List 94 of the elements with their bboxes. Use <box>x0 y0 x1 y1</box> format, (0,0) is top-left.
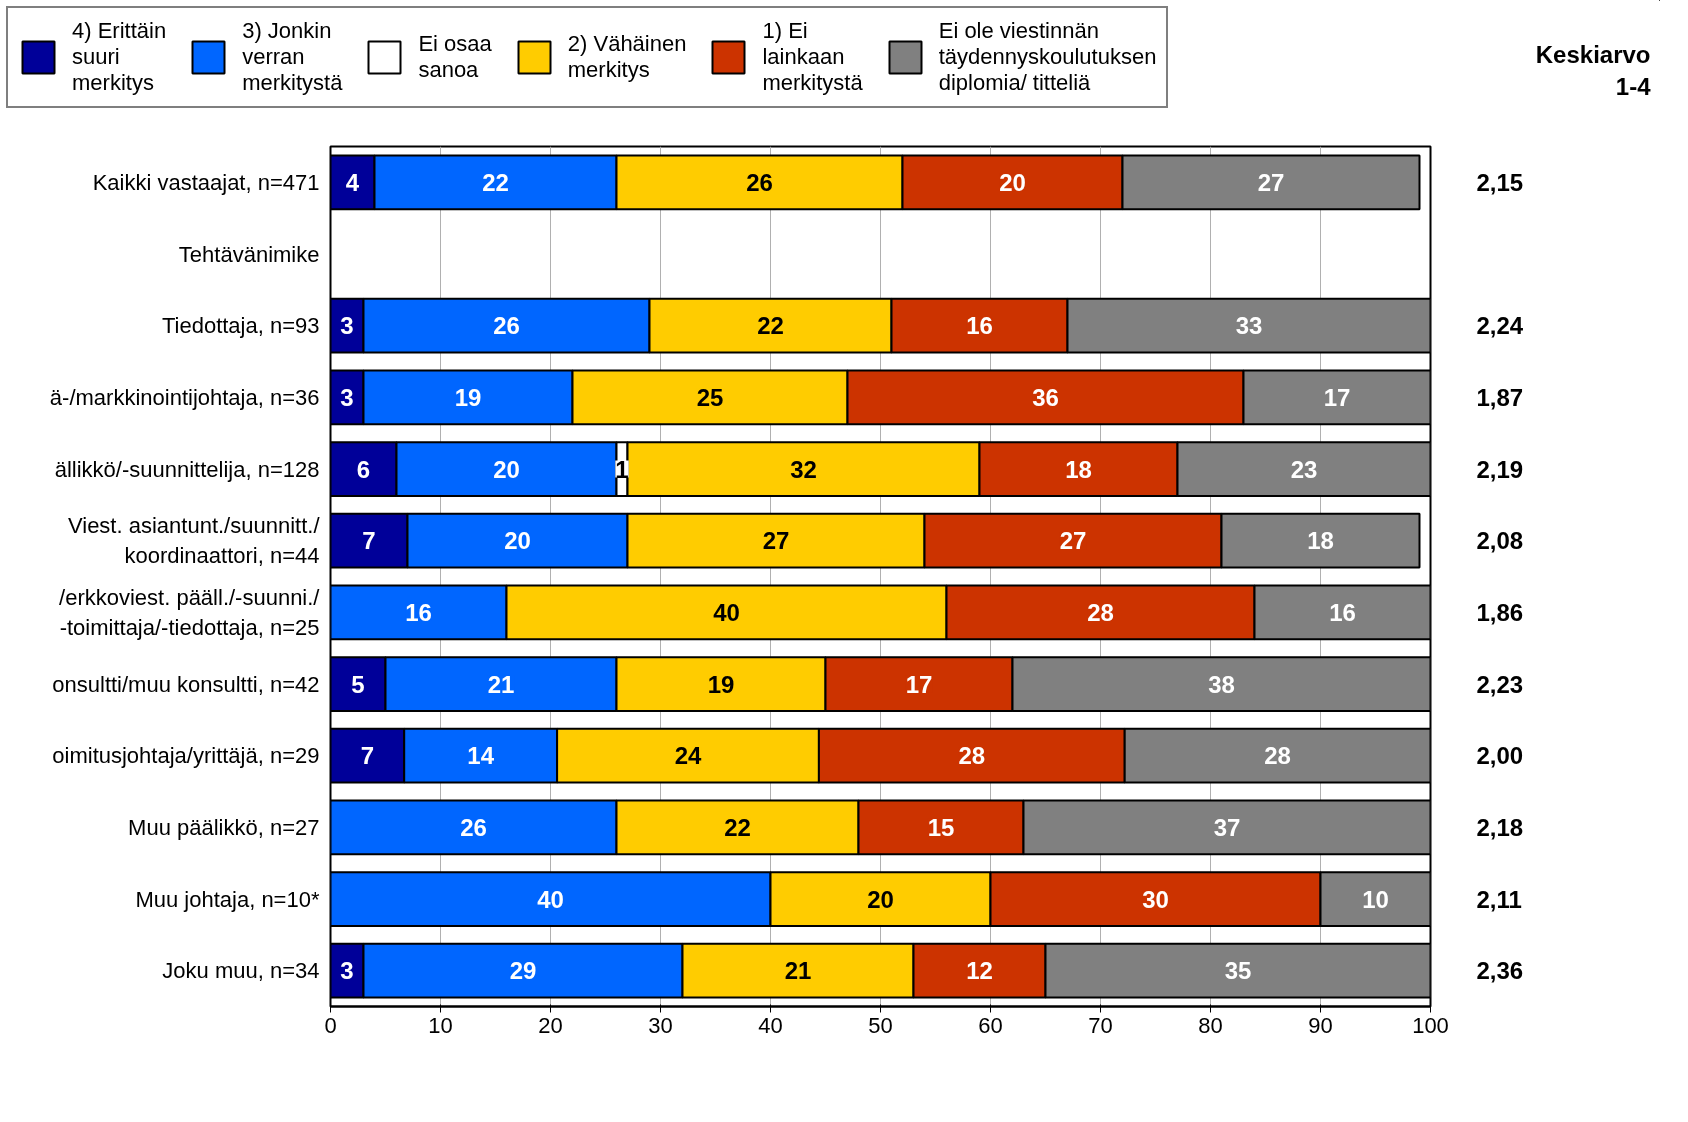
data-label: 4 <box>345 168 360 196</box>
x-tick-label: 30 <box>648 1012 673 1038</box>
data-label: 21 <box>784 957 812 985</box>
data-label: 21 <box>487 670 515 698</box>
data-label: 20 <box>493 455 520 483</box>
data-label: 25 <box>696 383 724 411</box>
data-label: 3 <box>340 957 354 985</box>
text: Keskiarvo 1-4 <box>1535 40 1652 101</box>
data-label: 5 <box>351 670 365 698</box>
y-tick-label: /erkkoviest. pääll./-suunni./ -toimittaja/-tiedottaja, n=25 <box>59 584 321 640</box>
text: 2,11 <box>1476 885 1522 913</box>
data-label: 28 <box>1087 598 1114 626</box>
text: 2,18 <box>1476 813 1524 841</box>
data-label: 22 <box>482 168 509 196</box>
data-label: 20 <box>999 168 1026 196</box>
data-label: 20 <box>867 885 894 913</box>
data-label: 16 <box>405 598 432 626</box>
data-label: 10 <box>1362 885 1389 913</box>
text: 2,23 <box>1476 670 1524 698</box>
data-label: 7 <box>360 742 375 770</box>
data-label: 27 <box>762 527 790 555</box>
y-tick-label: Tiedottaja, n=93 <box>161 313 320 339</box>
data-label: 23 <box>1290 455 1318 483</box>
y-tick-label: Viest. asiantunt./suunnitt./ koordinaattori, n=44 <box>67 513 321 569</box>
x-tick-label: 0 <box>324 1012 337 1038</box>
x-tick-label: 50 <box>868 1012 893 1038</box>
data-label: 17 <box>1323 383 1351 411</box>
text: 2,08 <box>1476 527 1524 555</box>
data-label: 26 <box>746 168 773 196</box>
data-label: 17 <box>905 670 933 698</box>
data-label: 26 <box>460 813 487 841</box>
x-tick-label: 20 <box>538 1012 563 1038</box>
data-label: 26 <box>493 312 520 340</box>
x-tick-label: 40 <box>758 1012 783 1038</box>
x-tick-label: 60 <box>978 1012 1003 1038</box>
y-tick-label: Muu päälikkö, n=27 <box>128 814 320 840</box>
data-label: 24 <box>674 742 702 770</box>
legend-label: 3) Jonkin verran merkitystä <box>242 18 343 96</box>
legend-label: 1) Ei lainkaan merkitystä <box>762 18 863 96</box>
data-label: 40 <box>713 598 740 626</box>
data-label: 27 <box>1257 168 1285 196</box>
y-tick-label: Muu johtaja, n=10* <box>135 886 320 912</box>
data-label: 37 <box>1213 813 1241 841</box>
data-label: 27 <box>1059 527 1087 555</box>
data-label: 40 <box>537 885 564 913</box>
data-label: 19 <box>454 383 482 411</box>
x-tick-label: 80 <box>1198 1012 1223 1038</box>
data-label: 35 <box>1224 957 1252 985</box>
data-label: 28 <box>958 742 986 770</box>
legend-label: Ei ole viestinnän täydennyskoulutuksen diplomia/ titteliä <box>938 18 1157 96</box>
text: 2,19 <box>1476 455 1524 483</box>
data-label: 18 <box>1065 455 1092 483</box>
x-tick-label: 100 <box>1412 1012 1449 1038</box>
data-label: 16 <box>1329 598 1356 626</box>
data-label: 32 <box>790 455 817 483</box>
text: 1,87 <box>1476 383 1524 411</box>
y-tick-label: Tehtävänimike <box>178 241 320 267</box>
y-tick-label: Joku muu, n=34 <box>162 958 320 984</box>
text: 2,15 <box>1476 168 1524 196</box>
data-label: 16 <box>966 312 993 340</box>
data-label: 7 <box>362 527 376 555</box>
x-tick-label: 10 <box>428 1012 453 1038</box>
x-tick-label: 70 <box>1088 1012 1113 1038</box>
legend-label: Ei osaa sanoa <box>418 31 492 83</box>
data-label: 1 <box>615 455 629 483</box>
data-label: 30 <box>1142 885 1169 913</box>
data-label: 18 <box>1307 527 1334 555</box>
y-tick-label: oimitusjohtaja/yrittäjä, n=29 <box>52 743 320 769</box>
data-label: 29 <box>509 957 537 985</box>
data-label: 20 <box>504 527 531 555</box>
data-label: 19 <box>707 670 735 698</box>
x-tick-label: 90 <box>1308 1012 1333 1038</box>
data-label: 22 <box>724 813 751 841</box>
y-tick-label: onsultti/muu konsultti, n=42 <box>52 671 320 697</box>
y-tick-label: ällikkö/-suunnittelija, n=128 <box>54 456 320 482</box>
y-tick-label: Kaikki vastaajat, n=471 <box>92 169 320 195</box>
data-label: 14 <box>467 742 495 770</box>
data-label: 3 <box>340 312 354 340</box>
data-label: 12 <box>966 957 993 985</box>
y-tick-label: ä-/markkinointijohtaja, n=36 <box>49 384 320 410</box>
data-label: 28 <box>1264 742 1291 770</box>
text: 2,00 <box>1476 742 1524 770</box>
data-label: 33 <box>1235 312 1263 340</box>
text: 2,36 <box>1476 957 1524 985</box>
text: 2,24 <box>1476 312 1524 340</box>
data-label: 6 <box>356 455 371 483</box>
data-label: 15 <box>927 813 955 841</box>
legend-label: 2) Vähäinen merkitys <box>567 31 687 83</box>
data-label: 38 <box>1208 670 1235 698</box>
data-label: 22 <box>757 312 784 340</box>
text: 1,86 <box>1476 598 1524 626</box>
data-label: 3 <box>340 383 354 411</box>
legend-label: 4) Erittäin suuri merkitys <box>72 18 167 96</box>
data-label: 36 <box>1032 383 1059 411</box>
